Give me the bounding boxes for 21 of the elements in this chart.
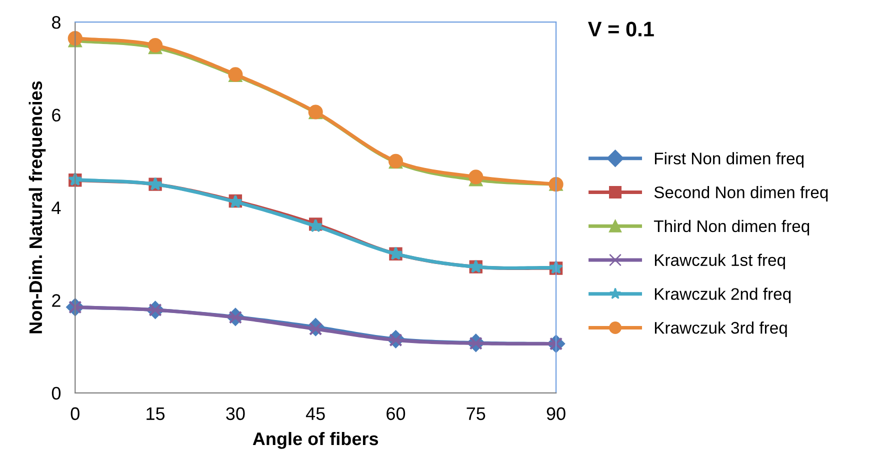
x-tick-label: 15 bbox=[146, 407, 165, 420]
x-tick-label: 60 bbox=[386, 407, 406, 420]
x-tick-label: 75 bbox=[466, 407, 486, 420]
x-tick-label: 45 bbox=[306, 407, 325, 420]
y-tick-label: 8 bbox=[52, 16, 60, 29]
y-tick-label: 2 bbox=[52, 294, 60, 307]
legend-label: Krawczuk 1st freq bbox=[654, 254, 785, 270]
legend-label: Krawczuk 3rd freq bbox=[654, 321, 787, 338]
y-tick-label: 0 bbox=[52, 386, 61, 400]
x-tick-label: 30 bbox=[226, 407, 245, 420]
legend-label: Second Non dimen freq bbox=[654, 186, 828, 202]
y-tick-label: 4 bbox=[52, 202, 61, 214]
legend-label: Third Non dimen freq bbox=[654, 220, 810, 236]
x-tick-label: 90 bbox=[546, 407, 566, 420]
x-tick-label: 0 bbox=[70, 407, 80, 420]
legend-label: Krawczuk 2nd freq bbox=[654, 288, 791, 304]
x-axis-title: Angle of fibers bbox=[252, 432, 378, 449]
legend-label: First Non dimen freq bbox=[654, 152, 804, 168]
y-tick-label: 6 bbox=[52, 108, 60, 122]
y-axis-title: Non-Dim. Natural frequencies bbox=[28, 81, 46, 334]
text: V = 0.1 bbox=[588, 22, 654, 36]
